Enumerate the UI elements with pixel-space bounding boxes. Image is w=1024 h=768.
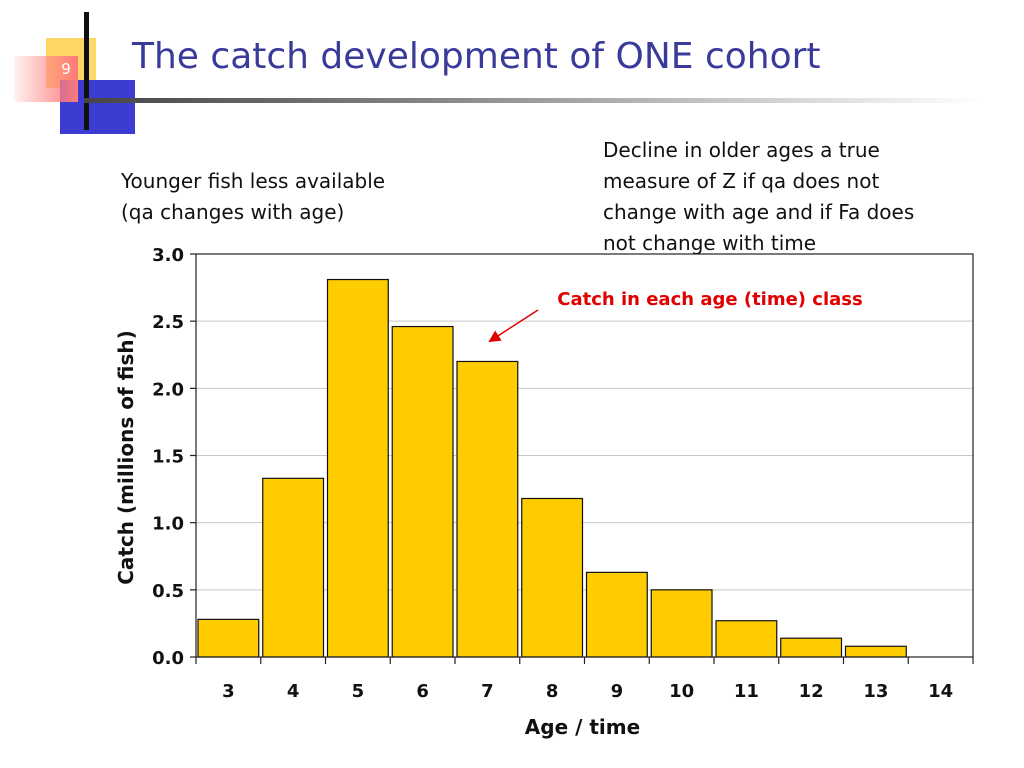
- bar-age-13: [844, 645, 907, 658]
- bar-age-7: [456, 360, 519, 658]
- title-vertical-rule: [84, 12, 89, 130]
- bar-age-5: [326, 278, 389, 658]
- x-tick-label: 6: [416, 681, 429, 702]
- y-tick-label: 1.0: [152, 514, 184, 535]
- x-tick-label: 8: [546, 681, 559, 702]
- slide-deco-red: [14, 56, 78, 102]
- x-tick-label: 7: [481, 681, 494, 702]
- bar-age-10: [650, 589, 713, 658]
- note-right-line-1: Decline in older ages a true: [603, 138, 880, 162]
- x-tick-label: 10: [669, 681, 694, 702]
- note-right-line-4: not change with time: [603, 231, 817, 255]
- y-tick-label: 1.5: [152, 447, 184, 468]
- y-tick-label: 0.0: [152, 648, 184, 669]
- bar-age-12: [780, 637, 843, 658]
- x-tick-label: 5: [352, 681, 365, 702]
- bars: [197, 278, 907, 658]
- x-tick-label: 11: [734, 681, 759, 702]
- note-right-line-3: change with age and if Fa does: [603, 200, 915, 224]
- note-right-line-2: measure of Z if qa does not: [603, 169, 880, 193]
- bar-age-9: [585, 571, 648, 658]
- annotation-label: Catch in each age (time) class: [557, 289, 862, 310]
- bar-age-4: [262, 477, 325, 658]
- slide-number: 9: [61, 60, 71, 78]
- x-tick-label: 3: [222, 681, 235, 702]
- axes: 0.0 0.5 1.0 1.5 2.0 2.5 3.0 3 4 5 6 7 8 9 10 11 12 13 14: [152, 245, 974, 702]
- annotation-arrow: [488, 309, 539, 343]
- y-axis-label: Catch (millions of fish): [114, 330, 138, 585]
- note-younger-fish: Younger fish less available (qa changes …: [121, 166, 441, 228]
- y-tick-label: 0.5: [152, 581, 184, 602]
- title-horizontal-rule: [84, 98, 984, 103]
- note-left-line-1: Younger fish less available: [121, 169, 386, 193]
- x-tick-label: 9: [611, 681, 624, 702]
- x-axis-label: Age / time: [525, 715, 640, 739]
- bar-age-11: [715, 620, 778, 658]
- bar-age-8: [521, 497, 584, 658]
- x-tick-label: 13: [863, 681, 888, 702]
- x-tick-label: 12: [799, 681, 824, 702]
- bar-age-6: [391, 325, 454, 658]
- x-tick-label: 14: [928, 681, 953, 702]
- y-tick-label: 2.0: [152, 379, 184, 400]
- note-decline-older-ages: Decline in older ages a true measure of …: [603, 135, 983, 259]
- x-tick-label: 4: [287, 681, 300, 702]
- bar-age-3: [197, 618, 260, 658]
- y-tick-label: 2.5: [152, 312, 184, 333]
- note-left-line-2: (qa changes with age): [121, 200, 345, 224]
- slide-title: The catch development of ONE cohort: [132, 36, 821, 77]
- y-tick-label: 3.0: [152, 245, 184, 266]
